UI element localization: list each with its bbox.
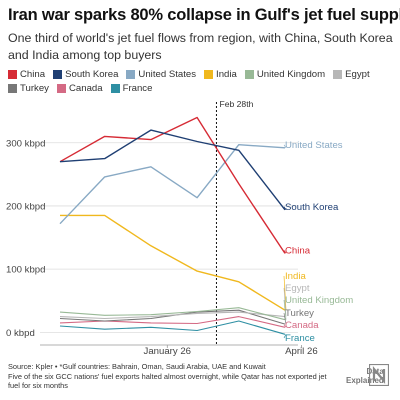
end-label-united-states: United States [285,140,343,151]
legend-swatch-turkey [8,83,17,93]
legend-row-1: China South Korea United States India Un… [8,67,396,81]
brand-logo-icon [369,364,389,386]
end-label-leader-egypt [283,287,287,317]
series-line-china [59,116,286,254]
legend-row-2: Turkey Canada France [8,81,396,95]
legend-label-india: India [216,68,237,80]
end-label-leader-united-states [283,144,287,149]
legend-swatch-india [204,69,214,79]
brand-logo-line-2: Explained [346,376,384,385]
legend-label-china: China [20,68,46,80]
annotation-label: Feb 28th [219,99,253,109]
end-label-leader-india [283,275,287,311]
end-label-leader-south-korea [283,206,287,210]
x-tick-label: April 26 [285,346,318,357]
end-label-egypt: Egypt [285,283,310,294]
y-tick-label: 300 kbpd [6,138,45,149]
end-label-leader-france [283,334,287,339]
legend-item-canada: Canada [56,82,103,94]
legend-label-turkey: Turkey [20,82,49,94]
legend-item-south-korea: South Korea [53,69,118,80]
source-note: Source: Kpler • *Gulf countries: Bahrain… [8,362,338,391]
legend: China South Korea United States India Un… [8,67,396,95]
end-label-united-kingdom: United Kingdom [285,295,353,306]
legend-swatch-china [8,69,17,79]
series-line-india [60,214,286,311]
y-tick-label: 200 kbpd [6,201,45,212]
legend-item-turkey: Turkey [8,83,49,94]
legend-label-france: France [122,82,153,94]
end-label-leader-canada [283,324,287,328]
legend-item-india: India [204,69,237,80]
series-line-united-states [59,144,286,225]
series-line-south-korea [59,129,286,211]
end-label-india: India [285,271,306,282]
series-line-canada [59,316,286,328]
end-label-leader-china [283,250,287,254]
legend-item-united-kingdom: United Kingdom [244,68,326,80]
legend-label-egypt: Egypt [345,68,370,80]
legend-label-united-states: United States [138,68,197,80]
end-label-turkey: Turkey [285,308,314,319]
legend-item-egypt: Egypt [333,69,370,80]
legend-swatch-united-states [126,69,136,79]
legend-label-canada: Canada [68,82,103,94]
end-label-france: France [285,333,315,344]
source-line-2: Five of the six GCC nations' fuel export… [8,371,327,391]
chart-title: Iran war sparks 80% collapse in Gulf's j… [8,6,400,24]
source-line-1: Source: Kpler • *Gulf countries: Bahrain… [8,362,266,371]
y-tick-label: 100 kbpd [6,265,45,276]
legend-swatch-france [110,83,120,93]
chart-subtitle: One third of world's jet fuel flows from… [8,31,393,62]
end-label-china: China [285,245,311,256]
series-line-france [59,320,286,335]
legend-label-united-kingdom: United Kingdom [256,68,326,80]
x-tick-label: January 26 [144,346,191,357]
end-label-canada: Canada [285,320,319,331]
end-label-south-korea: South Korea [285,202,339,213]
legend-swatch-south-korea [53,69,63,79]
legend-swatch-canada [56,83,66,93]
end-label-leader-united-kingdom [283,299,287,320]
series-line-united-kingdom [59,307,286,321]
legend-item-china: China [8,69,45,80]
y-tick-label: 0 kbpd [6,328,35,339]
legend-swatch-egypt [333,69,343,79]
legend-label-south-korea: South Korea [65,68,119,80]
legend-item-united-states: United States [126,69,196,80]
series-line-egypt [59,311,286,320]
end-label-leader-turkey [283,312,287,325]
legend-item-france: France [110,82,153,94]
legend-swatch-united-kingdom [244,69,254,79]
